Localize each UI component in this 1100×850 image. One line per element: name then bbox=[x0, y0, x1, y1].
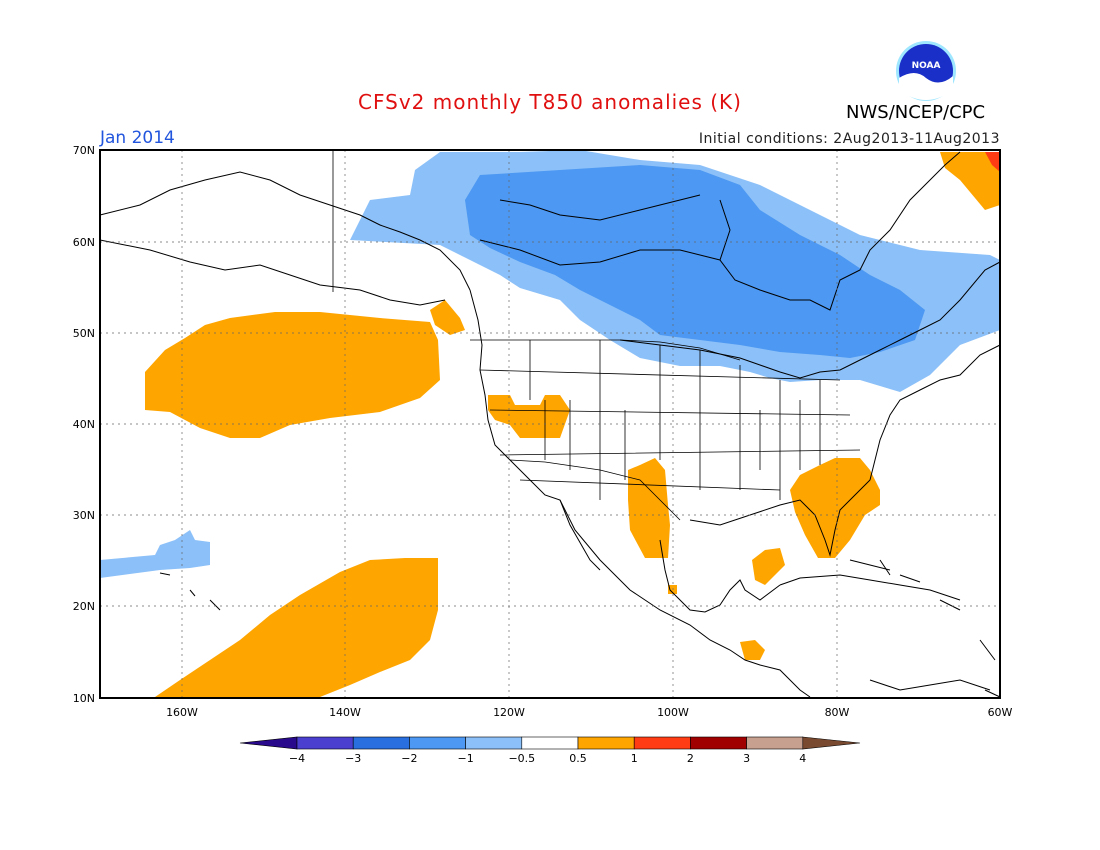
colorbar-label: −0.5 bbox=[508, 752, 535, 765]
colorbar-segment bbox=[352, 736, 410, 750]
gridlines bbox=[100, 150, 1000, 698]
positive-anomaly-greenland-strong bbox=[985, 152, 1000, 172]
positive-anomaly-gulf-spot bbox=[668, 585, 677, 594]
longitude-labels: 160W 140W 120W 100W 80W 60W bbox=[166, 706, 1012, 719]
lon-label: 80W bbox=[825, 706, 850, 719]
lat-label: 50N bbox=[73, 327, 95, 340]
positive-anomaly-alaska-coast bbox=[430, 300, 465, 335]
colorbar-right-arrow bbox=[802, 736, 861, 750]
political-borders bbox=[332, 150, 861, 521]
lon-label: 120W bbox=[493, 706, 525, 719]
lat-label: 10N bbox=[73, 692, 95, 705]
colorbar-segment bbox=[521, 736, 579, 750]
colorbar-segment bbox=[296, 736, 354, 750]
anomaly-fields bbox=[100, 150, 1000, 697]
colorbar-label: 1 bbox=[631, 752, 638, 765]
positive-anomaly-great-basin bbox=[488, 395, 570, 438]
lat-label: 70N bbox=[73, 144, 95, 157]
noaa-logo: NOAA bbox=[896, 41, 956, 101]
positive-anomaly-north-pacific bbox=[145, 312, 440, 438]
colorbar-label: 3 bbox=[743, 752, 750, 765]
lat-label: 40N bbox=[73, 418, 95, 431]
negative-anomaly-hawaii-region bbox=[100, 530, 210, 578]
positive-anomaly-central-america bbox=[740, 640, 765, 660]
colorbar-label: −1 bbox=[457, 752, 473, 765]
colorbar-segment bbox=[465, 736, 523, 750]
colorbar-label: 0.5 bbox=[569, 752, 587, 765]
negative-anomaly-dark-region bbox=[465, 165, 925, 358]
colorbar-label: −2 bbox=[401, 752, 417, 765]
lon-label: 160W bbox=[166, 706, 198, 719]
colorbar-label: 4 bbox=[799, 752, 806, 765]
colorbar-label: −3 bbox=[345, 752, 361, 765]
forecast-month: Jan 2014 bbox=[100, 128, 175, 148]
positive-anomaly-central-pacific bbox=[155, 558, 438, 697]
lat-label: 60N bbox=[73, 236, 95, 249]
positive-anomaly-southwest bbox=[628, 458, 670, 558]
colorbar-segment bbox=[690, 736, 747, 750]
colorbar-segment bbox=[746, 736, 804, 750]
colorbar-segment bbox=[409, 736, 466, 750]
colorbar-left-arrow bbox=[239, 736, 298, 750]
color-legend: −4 −3 −2 −1 −0.5 0.5 1 2 3 4 bbox=[239, 736, 861, 765]
lon-label: 60W bbox=[988, 706, 1013, 719]
logo-text: NOAA bbox=[912, 61, 941, 71]
positive-anomaly-caribbean bbox=[752, 548, 785, 585]
lon-label: 140W bbox=[329, 706, 361, 719]
lat-label: 30N bbox=[73, 509, 95, 522]
lon-label: 100W bbox=[657, 706, 689, 719]
initial-conditions: Initial conditions: 2Aug2013-11Aug2013 bbox=[698, 131, 1000, 147]
map-frame bbox=[99, 149, 1001, 699]
chart-title: CFSv2 monthly T850 anomalies (K) bbox=[358, 90, 742, 114]
colorbar-label: 2 bbox=[687, 752, 694, 765]
colorbar-label: −4 bbox=[289, 752, 305, 765]
positive-anomaly-greenland bbox=[940, 152, 1000, 210]
positive-anomaly-southeast-us bbox=[790, 458, 880, 558]
latitude-labels: 70N 60N 50N 40N 30N 20N 10N bbox=[73, 144, 95, 705]
colorbar-segment bbox=[633, 736, 691, 750]
agency-label: NWS/NCEP/CPC bbox=[846, 102, 986, 123]
colorbar-segment bbox=[577, 736, 635, 750]
lat-label: 20N bbox=[73, 600, 95, 613]
